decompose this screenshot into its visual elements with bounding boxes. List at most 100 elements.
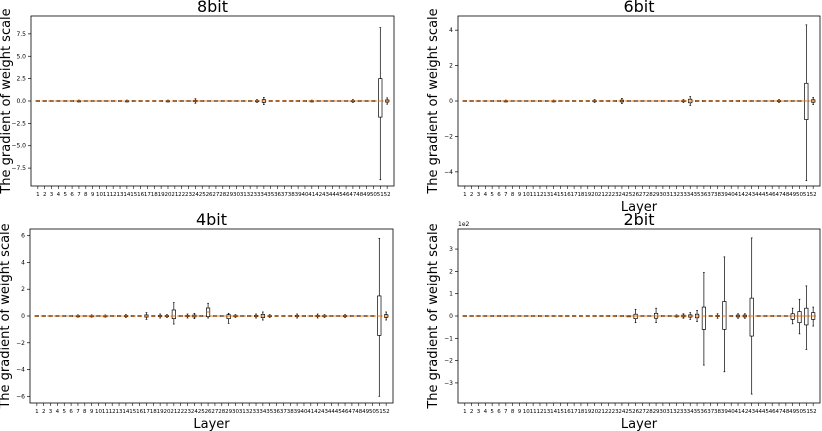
x-tick-label: 22 [605,409,612,415]
x-tick-label: 46 [342,409,349,415]
box-iqr [701,306,706,330]
x-tick-label: 30 [232,409,239,415]
box-layer-34 [688,96,693,106]
x-tick-label: 41 [307,409,314,415]
x-tick-label: 35 [694,192,701,198]
x-tick-label: 14 [123,192,130,198]
box-layer-7 [75,314,81,318]
x-tick-label: 41 [735,192,742,198]
box-layer-24 [192,312,197,320]
y-tick-label: 4 [449,27,453,34]
box-layer-42 [315,313,320,319]
x-tick-label: 49 [363,192,370,198]
x-tick-label: 48 [782,192,789,198]
x-tick-label: 14 [122,409,129,415]
x-tick-label: 38 [714,192,721,198]
box-layer-33 [254,99,260,103]
box-layer-30 [233,314,238,318]
x-tick-label: 42 [741,409,748,415]
box-layer-46 [342,314,348,318]
box-layer-24 [619,97,624,105]
x-tick-label: 35 [694,409,701,415]
x-tick-label: 4 [484,192,488,198]
box-layer-36 [701,272,706,366]
x-tick-label: 45 [762,192,769,198]
box-layer-32 [674,314,679,318]
x-tick-label: 8 [84,192,88,198]
x-tick-label: 18 [151,192,158,198]
x-tick-label: 25 [199,192,206,198]
x-tick-label: 18 [577,409,584,415]
x-tick-label: 36 [273,409,280,415]
x-tick-label: 46 [769,192,776,198]
box-iqr [797,311,802,324]
x-tick-label: 1 [35,409,39,415]
box-layer-38 [715,313,720,319]
x-tick-label: 16 [564,409,571,415]
x-tick-label: 42 [741,192,748,198]
y-tick-label: 2 [449,63,453,70]
panel-0: 8bit The gradient of weight scale−7.5 −5.0… [0,0,395,198]
x-tick-label: 23 [612,192,619,198]
y-tick-label: −5.0 [11,143,26,150]
x-tick-label: 51 [377,192,384,198]
box-layer-41 [735,313,741,319]
box-layer-7 [76,99,82,103]
x-tick-label: 21 [598,409,605,415]
x-tick-label: 6 [69,409,73,415]
x-tick-label: 50 [369,409,376,415]
box-layer-47 [776,99,782,103]
chart-title: 6bit [623,0,654,16]
x-tick-label: 26 [206,192,213,198]
box-layer-14 [124,99,129,103]
x-tick-label: 10 [523,192,530,198]
x-tick-label: 48 [782,409,789,415]
y-tick-label: 3 [449,246,453,253]
x-tick-label: 14 [550,192,557,198]
x-tick-label: 52 [384,192,391,198]
y-tick-label: −7.5 [11,165,26,172]
x-tick-label: 3 [477,192,481,198]
x-tick-label: 15 [129,409,136,415]
x-tick-label: 16 [137,192,144,198]
x-tick-label: 7 [76,409,80,415]
x-tick-label: 10 [523,409,530,415]
x-tick-label: 9 [90,409,94,415]
panel-3: 2bit The gradient of weight scale Layer 1e2… [426,210,821,431]
y-tick-label: −2.5 [11,120,26,127]
x-tick-label: 25 [198,409,205,415]
x-tick-label: 40 [728,192,735,198]
y-axis-label: The gradient of weight scale [426,8,441,194]
x-tick-label: 39 [295,192,302,198]
x-tick-label: 39 [721,192,728,198]
x-tick-label: 9 [518,409,522,415]
x-tick-label: 12 [536,192,543,198]
x-axis-label: Layer [193,417,230,431]
box-layer-33 [681,99,686,103]
x-tick-label: 42 [315,192,322,198]
x-tick-label: 19 [157,409,164,415]
box-layer-51 [377,238,382,397]
y-tick-label: 7.5 [16,31,26,38]
x-tick-label: 34 [687,192,694,198]
x-tick-label: 49 [789,192,796,198]
x-tick-label: 2 [470,192,474,198]
box-layer-35 [267,314,272,318]
y-tick-label: 5.0 [16,53,26,60]
x-tick-label: 41 [735,409,742,415]
x-tick-label: 15 [557,192,564,198]
x-tick-label: 2 [42,409,46,415]
x-tick-label: 32 [246,409,253,415]
x-tick-label: 28 [218,409,225,415]
x-tick-label: 6 [497,409,501,415]
x-tick-label: 32 [247,192,254,198]
y-tick-label: 1 [449,291,453,298]
y-tick-label: −4 [444,169,453,176]
y-tick-label: −2 [444,358,453,365]
box-layer-11 [103,314,108,318]
x-tick-label: 13 [543,409,550,415]
x-tick-label: 38 [287,409,294,415]
x-tick-label: 20 [591,192,598,198]
box-layer-51 [804,285,809,350]
x-tick-label: 52 [810,192,817,198]
